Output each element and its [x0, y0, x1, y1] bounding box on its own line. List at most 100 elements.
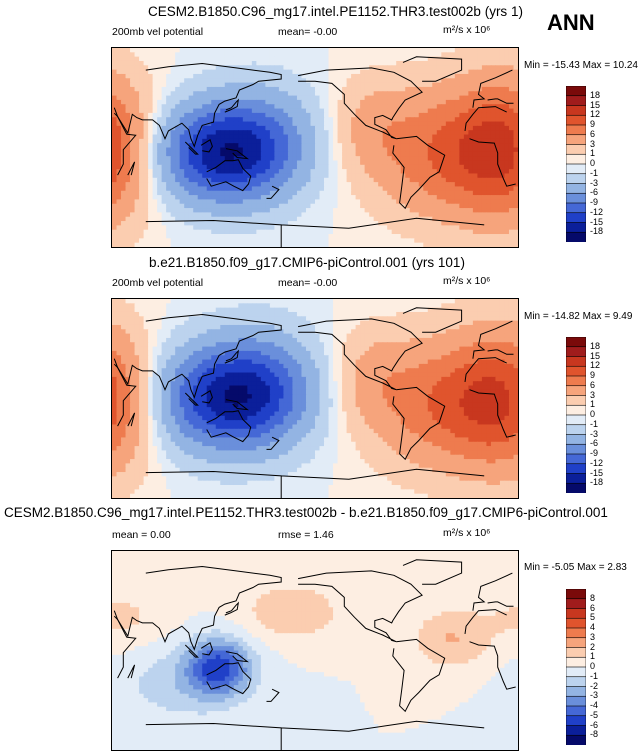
- field-cell: [188, 303, 194, 309]
- field-cell: [472, 134, 478, 140]
- field-cell: [450, 333, 456, 339]
- field-cell: [310, 65, 316, 71]
- field-cell: [247, 199, 253, 205]
- field-cell: [405, 86, 411, 92]
- field-cell: [391, 86, 397, 92]
- field-cell: [134, 160, 140, 166]
- field-cell: [423, 104, 429, 110]
- field-cell: [333, 234, 339, 239]
- field-cell: [495, 190, 501, 196]
- field-cell: [233, 82, 239, 88]
- field-cell: [292, 320, 298, 326]
- field-cell: [508, 48, 515, 53]
- field-cell: [283, 82, 289, 88]
- field-cell: [364, 112, 370, 118]
- field-cell: [188, 125, 194, 131]
- field-cell: [414, 104, 420, 110]
- field-cell: [364, 108, 370, 114]
- field-cell: [206, 195, 212, 201]
- field-cell: [287, 138, 294, 144]
- field-cell: [310, 324, 316, 330]
- field-cell: [418, 82, 424, 88]
- field-cell: [328, 195, 334, 201]
- field-cell: [283, 73, 289, 79]
- field-cell: [337, 121, 343, 127]
- field-cell: [260, 112, 266, 118]
- field-cell: [445, 203, 451, 209]
- field-cell: [486, 303, 492, 309]
- field-cell: [463, 138, 469, 144]
- field-cell: [305, 91, 312, 97]
- field-cell: [409, 329, 415, 335]
- field-cell: [414, 143, 420, 149]
- field-cell: [247, 147, 253, 153]
- field-cell: [454, 112, 460, 118]
- field-cell: [396, 203, 402, 209]
- field-cell: [220, 169, 226, 175]
- field-cell: [211, 138, 217, 144]
- field-cell: [364, 199, 370, 205]
- field-cell: [499, 169, 506, 175]
- field-cell: [125, 156, 131, 162]
- field-cell: [418, 190, 424, 196]
- field-cell: [193, 320, 199, 326]
- field-cell: [175, 164, 181, 170]
- field-cell: [283, 329, 289, 335]
- field-cell: [274, 169, 280, 175]
- field-cell: [319, 121, 325, 127]
- field-cell: [477, 186, 483, 192]
- field-cell: [256, 147, 262, 153]
- field-cell: [445, 125, 451, 131]
- field-cell: [179, 303, 185, 309]
- field-cell: [508, 225, 515, 231]
- field-cell: [414, 130, 420, 136]
- field-cell: [369, 234, 375, 239]
- field-cell: [486, 125, 492, 131]
- field-cell: [269, 299, 275, 304]
- field-cell: [269, 195, 275, 201]
- field-cell: [324, 160, 330, 166]
- field-cell: [400, 78, 406, 84]
- field-cell: [315, 78, 321, 84]
- field-cell: [139, 199, 145, 205]
- field-cell: [445, 91, 451, 97]
- field-cell: [324, 169, 330, 175]
- field-cell: [400, 303, 406, 309]
- field-cell: [130, 125, 136, 131]
- field-cell: [337, 182, 343, 188]
- field-cell: [355, 112, 361, 118]
- field-cell: [197, 316, 203, 322]
- field-cell: [139, 95, 145, 101]
- field-cell: [441, 299, 447, 304]
- field-cell: [333, 108, 339, 114]
- field-cell: [513, 156, 518, 162]
- field-cell: [143, 303, 149, 309]
- field-cell: [490, 143, 497, 149]
- field-cell: [427, 108, 433, 114]
- field-cell: [256, 324, 262, 330]
- field-cell: [382, 238, 388, 244]
- field-cell: [454, 329, 460, 335]
- field-cell: [459, 108, 465, 114]
- field-cell: [333, 69, 339, 75]
- field-cell: [238, 229, 244, 235]
- field-cell: [116, 138, 122, 144]
- field-cell: [310, 56, 316, 62]
- field-cell: [319, 238, 325, 244]
- field-cell: [477, 65, 483, 71]
- field-cell: [432, 299, 438, 304]
- field-cell: [324, 190, 330, 196]
- field-cell: [508, 99, 515, 105]
- field-cell: [157, 229, 163, 235]
- field-cell: [405, 177, 411, 183]
- field-cell: [400, 208, 406, 213]
- field-cell: [364, 134, 370, 140]
- field-cell: [121, 78, 127, 84]
- field-cell: [301, 311, 307, 317]
- field-cell: [188, 60, 194, 66]
- field-cell: [432, 73, 438, 79]
- field-cell: [188, 316, 194, 322]
- field-cell: [490, 329, 497, 335]
- field-cell: [355, 169, 361, 175]
- field-cell: [481, 156, 488, 162]
